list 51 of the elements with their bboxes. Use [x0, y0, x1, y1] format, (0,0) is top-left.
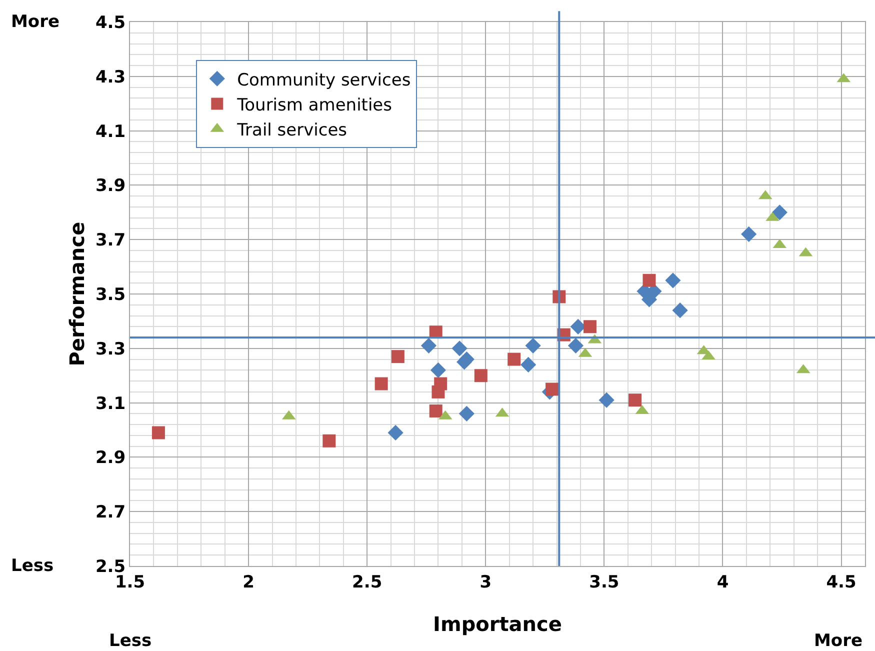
text: Less — [11, 556, 54, 576]
point — [772, 204, 788, 220]
x-tick-label: 1.5 — [114, 572, 146, 592]
x-tick-label: 2 — [242, 572, 254, 592]
text: Less — [109, 631, 152, 651]
y-tick-label: 2.9 — [95, 448, 126, 468]
point — [672, 302, 688, 318]
y-tick-label: 3.9 — [95, 176, 126, 196]
x-tick-label: 4.5 — [826, 572, 856, 592]
point — [430, 362, 446, 378]
point — [508, 352, 521, 366]
point — [546, 382, 559, 396]
y-tick-label: 4.1 — [95, 122, 126, 142]
point — [525, 338, 541, 354]
point — [429, 404, 442, 418]
point — [628, 394, 642, 407]
point — [474, 369, 488, 382]
point — [391, 350, 404, 364]
point — [432, 385, 445, 398]
y-tick-label: 3.3 — [95, 339, 126, 360]
point — [741, 226, 757, 242]
point — [568, 338, 584, 354]
y-axis-title: Performance — [64, 222, 89, 366]
point — [420, 338, 437, 354]
text: More — [814, 631, 863, 651]
y-tick-label: 3.7 — [95, 230, 126, 251]
y-tick-label: 4.5 — [95, 12, 126, 33]
legend-label: Tourism amenities — [236, 95, 392, 116]
point — [452, 340, 468, 356]
point — [322, 434, 336, 448]
x-axis-title: Importance — [433, 612, 562, 636]
y-tick-label: 4.3 — [95, 67, 126, 88]
point — [152, 426, 165, 440]
y-tick-label: 2.7 — [95, 502, 126, 523]
x-tick-label: 3.5 — [589, 572, 620, 592]
point — [458, 406, 474, 422]
point — [374, 377, 388, 390]
x-tick-label: 4 — [716, 572, 729, 592]
y-tick-label: 3.1 — [95, 394, 126, 414]
point — [583, 320, 596, 334]
point — [388, 424, 404, 441]
point — [665, 272, 681, 288]
text: More — [11, 12, 60, 32]
legend-label: Community services — [237, 70, 411, 90]
point — [642, 274, 656, 287]
legend-label: Trail services — [236, 120, 348, 140]
x-tick-label: 2.5 — [352, 572, 382, 592]
x-tick-label: 3 — [480, 572, 492, 592]
y-tick-label: 3.5 — [95, 284, 126, 305]
point — [520, 356, 536, 373]
point — [598, 392, 614, 408]
